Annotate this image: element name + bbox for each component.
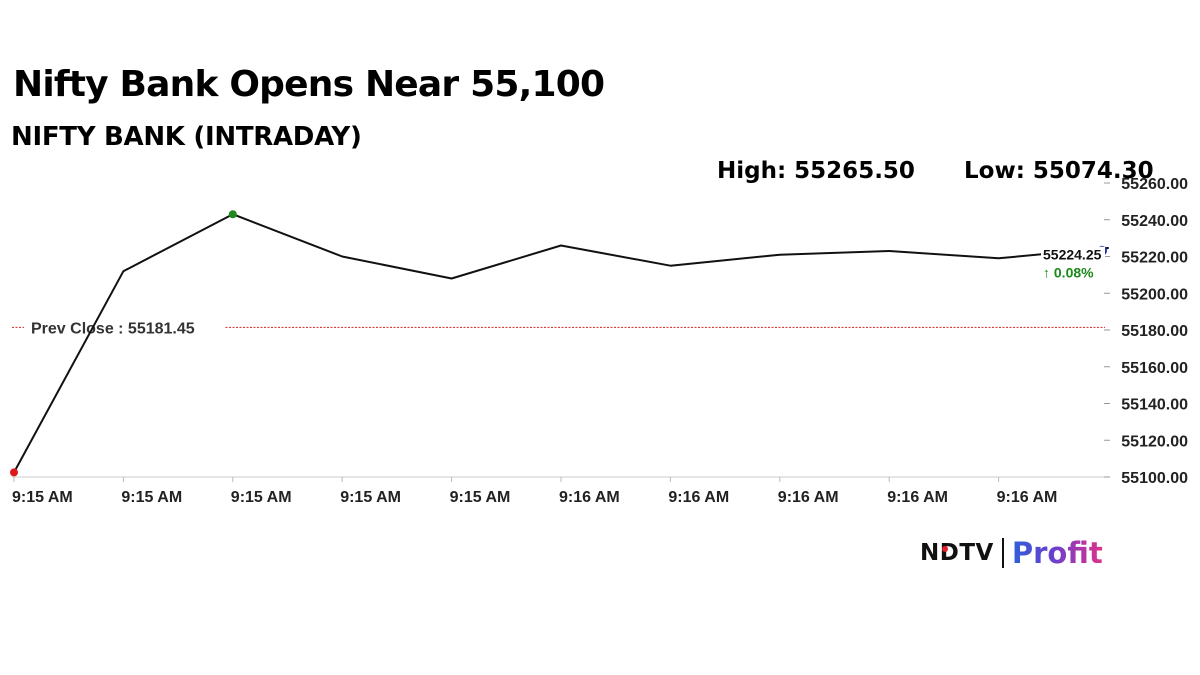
prev-close-label-bg (24, 316, 224, 339)
x-tick-label: 9:16 AM (997, 489, 1058, 506)
x-tick-label: 9:15 AM (12, 489, 73, 506)
x-tick-label: 9:16 AM (778, 489, 839, 506)
low-point-marker (10, 468, 18, 477)
point-markers (10, 210, 237, 477)
y-tick-label: 55120.00 (1121, 433, 1188, 450)
price-line (13, 213, 1109, 473)
logo-dot (942, 546, 948, 552)
day-high-stat: High: 55265.50 (717, 158, 915, 184)
y-tick-label: 55220.00 (1121, 250, 1188, 267)
logo-profit-text: Profit (1011, 536, 1103, 570)
logo-ndtv-text: NDTV (920, 540, 994, 566)
x-tick-label: 9:16 AM (668, 489, 729, 506)
y-tick-label: 55200.00 (1121, 286, 1188, 303)
y-tick-label: 55140.00 (1121, 397, 1188, 414)
ndtv-profit-logo: NDTV Profit (920, 533, 1103, 573)
y-tick-label: 55180.00 (1121, 323, 1188, 340)
y-tick-label: 55100.00 (1121, 470, 1188, 487)
last-change-label: ↑ 0.08% (1043, 265, 1094, 281)
x-tick-label: 9:15 AM (121, 489, 182, 506)
day-low-stat: Low: 55074.30 (964, 158, 1154, 184)
chart-subtitle: NIFTY BANK (INTRADAY) (11, 122, 362, 152)
x-tick-label: 9:15 AM (340, 489, 401, 506)
logo-divider (1001, 538, 1004, 568)
prev-close-label: Prev Close : 55181.45 (31, 320, 195, 337)
y-tick-label: 55240.00 (1121, 213, 1188, 230)
y-tick-label: 55260.00 (1121, 176, 1188, 193)
x-tick-label: 9:15 AM (231, 489, 292, 506)
headline: Nifty Bank Opens Near 55,100 (13, 64, 605, 105)
x-tick-label: 9:15 AM (450, 489, 511, 506)
last-price-label-bg (1041, 246, 1105, 281)
high-point-marker (228, 210, 237, 219)
x-tick-label: 9:16 AM (559, 489, 620, 506)
x-tick-label: 9:16 AM (887, 489, 948, 506)
y-tick-label: 55160.00 (1121, 360, 1188, 377)
y-axis-ticks: 55100.00 55120.00 55140.00 55160.00 55180.00… (1104, 176, 1188, 487)
last-price-label: 55224.25 (1043, 247, 1102, 263)
x-axis-ticks: 9:15 AM 9:15 AM 9:15 AM 9:15 AM 9:15 AM 9:16 … (12, 477, 1057, 506)
